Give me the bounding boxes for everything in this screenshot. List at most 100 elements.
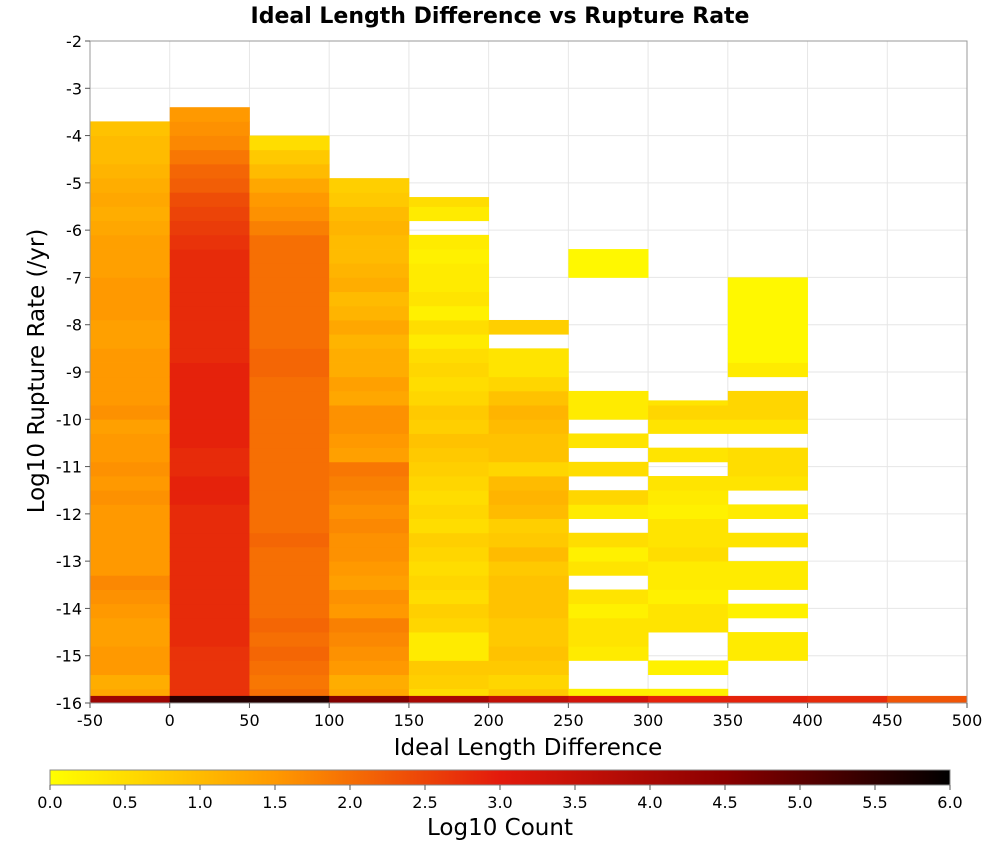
heatmap-cell [249, 532, 330, 548]
x-tick-label: 100 [314, 711, 345, 730]
heatmap-cell [90, 674, 171, 690]
heatmap-cell [90, 561, 171, 576]
heatmap-cell [249, 419, 330, 434]
colorbar-tick-label: 3.5 [562, 793, 587, 812]
heatmap-cell [727, 575, 808, 590]
heatmap-cell [329, 632, 410, 647]
heatmap-cell [727, 646, 808, 661]
heatmap-cell [329, 561, 410, 576]
heatmap-cell [408, 646, 490, 661]
heatmap-cell [249, 390, 330, 406]
heatmap-cell [169, 617, 250, 633]
heatmap-cell [90, 632, 171, 647]
heatmap-cell [488, 695, 569, 703]
x-axis-ticks: -50 0 50 100 150 200 250 300 350 400 450 500 [77, 703, 982, 730]
y-tick-label: -9 [66, 363, 82, 382]
heatmap-cell [249, 163, 330, 179]
heatmap-cell [488, 419, 569, 434]
heatmap-cell [488, 518, 569, 534]
heatmap-cell [408, 476, 490, 491]
colorbar-label: Log10 Count [427, 815, 573, 841]
heatmap-cell [90, 390, 171, 406]
heatmap-cell [169, 660, 250, 676]
heatmap-cell [727, 277, 808, 293]
heatmap-cell [169, 603, 250, 619]
heatmap-cell [249, 433, 330, 449]
heatmap-cell [90, 334, 171, 349]
colorbar-tick-label: 4.5 [712, 793, 737, 812]
heatmap-cell [249, 234, 330, 250]
heatmap-cell [488, 433, 569, 449]
heatmap-cell [169, 334, 250, 349]
heatmap-cell [488, 674, 569, 690]
heatmap-cell [408, 518, 490, 534]
heatmap-cell [648, 476, 729, 491]
heatmap-cell [408, 461, 490, 477]
heatmap-cell [249, 220, 330, 236]
heatmap-cell [329, 660, 410, 676]
heatmap-cell [488, 376, 569, 392]
heatmap-cell [408, 234, 490, 250]
heatmap-cell [329, 362, 410, 378]
colorbar-tick-label: 5.0 [787, 793, 812, 812]
colorbar-tick-label: 5.5 [862, 793, 887, 812]
heatmap-cell [169, 695, 250, 703]
heatmap-cell [488, 319, 569, 335]
heatmap-cell [249, 178, 330, 193]
heatmap-cell [329, 390, 410, 406]
heatmap-cell [408, 433, 490, 449]
heatmap-cell [169, 447, 250, 463]
y-tick-label: -13 [56, 552, 82, 571]
heatmap-cell [249, 277, 330, 293]
heatmap-cell [568, 546, 649, 562]
heatmap-cell [169, 419, 250, 434]
heatmap-cell [648, 518, 729, 534]
heatmap-cell [249, 376, 330, 392]
heatmap-cell [249, 490, 330, 505]
x-tick-label: 200 [473, 711, 504, 730]
colorbar-tick-label: 0.0 [37, 793, 62, 812]
heatmap-cell [648, 603, 729, 619]
heatmap-cell [169, 504, 250, 519]
heatmap-cell [249, 206, 330, 222]
heatmap-cell [249, 192, 330, 207]
heatmap-cell [90, 476, 171, 491]
heatmap-cell [169, 589, 250, 605]
heatmap-cell [249, 263, 330, 278]
y-tick-label: -4 [66, 127, 82, 146]
heatmap-cell [169, 518, 250, 534]
heatmap-cell [727, 305, 808, 321]
heatmap-cell [488, 362, 569, 378]
heatmap-cell [408, 390, 490, 406]
x-tick-label: 250 [553, 711, 584, 730]
heatmap-cell [568, 490, 649, 505]
heatmap-cell [169, 319, 250, 335]
heatmap-cell [249, 334, 330, 349]
heatmap-cell [408, 603, 490, 619]
heatmap-cell [169, 561, 250, 576]
heatmap-cell [568, 646, 649, 661]
heatmap-cell [408, 617, 490, 633]
heatmap-cell [169, 490, 250, 505]
heatmap-cell [169, 263, 250, 278]
heatmap-cell [727, 334, 808, 349]
heatmap-cell [169, 107, 250, 122]
heatmap-cell [727, 362, 808, 378]
heatmap-cell [568, 695, 649, 703]
heatmap-cell [648, 561, 729, 576]
colorbar-tick-label: 2.0 [337, 793, 362, 812]
heatmap-cell [169, 362, 250, 378]
heatmap-cell [169, 532, 250, 548]
heatmap-cell [329, 291, 410, 307]
heatmap-cell [488, 575, 569, 590]
heatmap-cell [249, 646, 330, 661]
heatmap-cell [408, 277, 490, 293]
x-axis-label: Ideal Length Difference [394, 735, 663, 761]
heatmap-cell [488, 546, 569, 562]
heatmap-cell [648, 504, 729, 519]
heatmap-cell [90, 163, 171, 179]
heatmap-cell [329, 617, 410, 633]
heatmap-cell [568, 405, 649, 420]
heatmap-cell [408, 490, 490, 505]
